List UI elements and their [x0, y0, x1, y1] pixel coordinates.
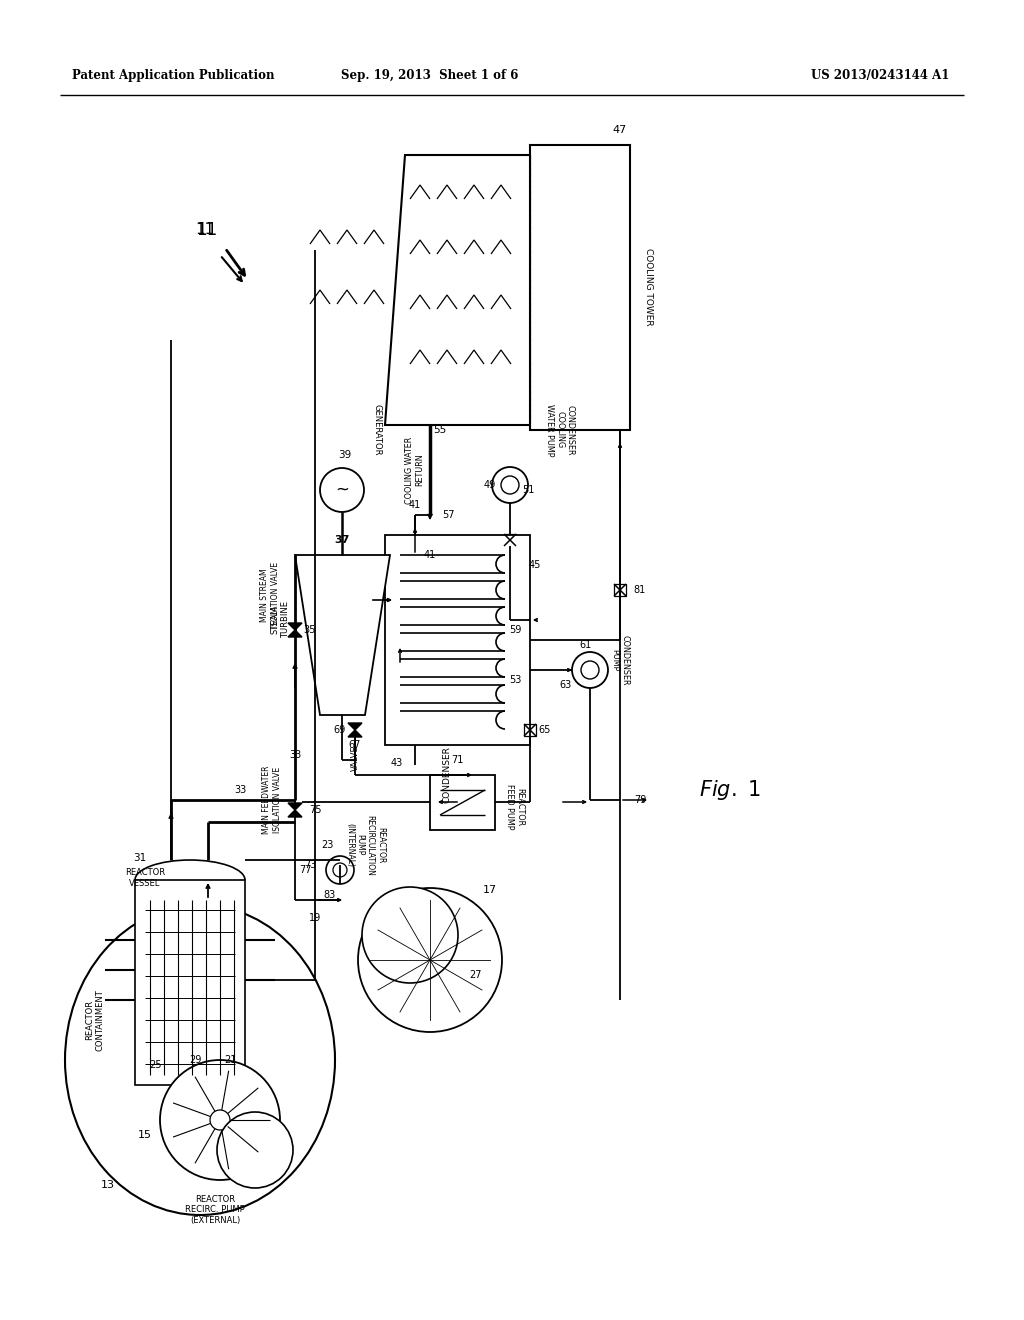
- Polygon shape: [288, 803, 302, 810]
- Text: 11: 11: [196, 223, 215, 238]
- Text: $\mathit{Fig.\ 1}$: $\mathit{Fig.\ 1}$: [699, 777, 761, 803]
- Bar: [430, 775, 495, 830]
- Text: 53: 53: [509, 675, 521, 685]
- Bar: [385, 535, 530, 744]
- Text: 61: 61: [579, 640, 591, 649]
- Text: 45: 45: [528, 560, 542, 570]
- Text: 47: 47: [613, 125, 627, 135]
- Circle shape: [358, 888, 502, 1032]
- Text: 39: 39: [338, 450, 351, 459]
- Text: 15: 15: [138, 1130, 152, 1140]
- Text: 21: 21: [224, 1055, 237, 1065]
- Text: 17: 17: [483, 884, 497, 895]
- Text: 33: 33: [289, 750, 301, 760]
- Text: 41: 41: [424, 550, 436, 560]
- Text: 27: 27: [469, 970, 481, 979]
- Polygon shape: [348, 730, 362, 737]
- Text: 65: 65: [539, 725, 551, 735]
- Text: MAIN STREAM
ISOLATION VALVE: MAIN STREAM ISOLATION VALVE: [260, 562, 280, 628]
- Text: CONDENSER
COOLING
WATER PUMP: CONDENSER COOLING WATER PUMP: [545, 404, 574, 457]
- Text: US 2013/0243144 A1: US 2013/0243144 A1: [811, 70, 949, 82]
- Text: 31: 31: [133, 853, 146, 863]
- Text: REACTOR
RECIRCULATION
PUMP
(INTERNAL): REACTOR RECIRCULATION PUMP (INTERNAL): [345, 814, 385, 875]
- Text: 33: 33: [233, 785, 246, 795]
- Text: 63: 63: [559, 680, 571, 690]
- Text: 77: 77: [299, 865, 311, 875]
- Text: 69: 69: [334, 725, 346, 735]
- Bar: [530, 145, 630, 430]
- Text: 13: 13: [101, 1180, 115, 1191]
- Text: CONDENSER
PUMP: CONDENSER PUMP: [610, 635, 630, 685]
- Bar: [614, 583, 626, 597]
- Polygon shape: [288, 810, 302, 817]
- Text: REACTOR
FEED PUMP: REACTOR FEED PUMP: [505, 784, 524, 830]
- Text: REACTOR
CONTAINMENT: REACTOR CONTAINMENT: [85, 989, 104, 1051]
- Text: 73: 73: [304, 861, 316, 870]
- Bar: [135, 880, 245, 1085]
- Polygon shape: [288, 630, 302, 638]
- Text: CONDENSER: CONDENSER: [442, 747, 452, 804]
- Text: 25: 25: [148, 1060, 161, 1071]
- Text: 37: 37: [334, 535, 349, 545]
- Text: 19: 19: [309, 913, 322, 923]
- Text: 51: 51: [522, 484, 535, 495]
- Text: 35: 35: [304, 624, 316, 635]
- Text: 67: 67: [349, 741, 361, 750]
- Text: REACTOR
VESSEL: REACTOR VESSEL: [125, 869, 165, 887]
- Polygon shape: [295, 554, 390, 715]
- Polygon shape: [288, 623, 302, 630]
- Text: COOLING TOWER: COOLING TOWER: [643, 248, 652, 326]
- Circle shape: [362, 887, 458, 983]
- Text: 75: 75: [309, 805, 322, 814]
- Circle shape: [217, 1111, 293, 1188]
- Text: 23: 23: [321, 840, 333, 850]
- Text: 55: 55: [433, 425, 446, 436]
- Text: ~: ~: [335, 480, 349, 499]
- Text: MAIN FEEDWATER
ISOLATION VALVE: MAIN FEEDWATER ISOLATION VALVE: [262, 766, 282, 834]
- Text: 57: 57: [441, 510, 455, 520]
- Text: 41: 41: [409, 500, 421, 510]
- Text: 59: 59: [509, 624, 521, 635]
- Text: GENERATOR: GENERATOR: [373, 404, 382, 455]
- Text: 29: 29: [188, 1055, 201, 1065]
- Text: REACTOR
RECIRC. PUMP
(EXTERNAL): REACTOR RECIRC. PUMP (EXTERNAL): [185, 1195, 245, 1225]
- Circle shape: [160, 1060, 280, 1180]
- Polygon shape: [348, 723, 362, 730]
- Bar: [524, 723, 536, 737]
- Text: Sep. 19, 2013  Sheet 1 of 6: Sep. 19, 2013 Sheet 1 of 6: [341, 70, 519, 82]
- Text: COOLING WATER
RETURN: COOLING WATER RETURN: [406, 437, 425, 504]
- Polygon shape: [385, 154, 530, 425]
- Text: 43: 43: [391, 758, 403, 768]
- Text: 11: 11: [197, 220, 218, 239]
- Text: 81: 81: [634, 585, 646, 595]
- Text: 79: 79: [634, 795, 646, 805]
- Text: STEAM
TURBINE: STEAM TURBINE: [270, 602, 290, 639]
- Text: 71: 71: [451, 755, 463, 766]
- Bar: [504, 535, 516, 546]
- Text: Patent Application Publication: Patent Application Publication: [72, 70, 274, 82]
- Text: VALVE: VALVE: [350, 744, 359, 771]
- Text: 83: 83: [324, 890, 336, 900]
- Text: 49: 49: [484, 480, 496, 490]
